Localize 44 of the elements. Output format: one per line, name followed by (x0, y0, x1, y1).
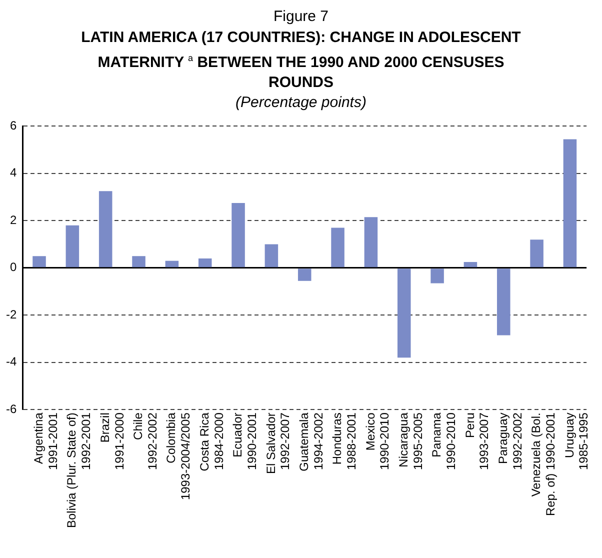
bar (66, 225, 80, 268)
x-tick-label: El Salvador 1992-2007 (264, 412, 292, 474)
bar (264, 244, 278, 268)
bar (298, 268, 312, 281)
bar (132, 256, 146, 268)
x-tick-label: Honduras 1988-2001 (330, 412, 358, 470)
x-tick-label: Bolivia (Plur. State of) 1992-2001 (64, 412, 94, 528)
x-tick-label: Brazil 1991-2000 (98, 412, 126, 470)
bar (430, 268, 444, 284)
bar (530, 240, 544, 268)
y-tick-label: -6 (6, 402, 17, 416)
bar (364, 217, 378, 268)
caption: Figure 7 (272, 8, 330, 26)
bar (32, 256, 46, 268)
x-tick-label: Guatemala 1994-2002 (296, 412, 326, 472)
y-tick-label: 6 (10, 118, 17, 133)
y-tick-label: -4 (6, 354, 17, 369)
bar (98, 191, 112, 268)
bar (397, 268, 411, 358)
x-tick-label: Uruguay 1985-1995 (562, 412, 591, 470)
bar (464, 262, 478, 268)
y-tick-label: 4 (10, 166, 17, 180)
x-tick-label: Paraguay 1992-2002 (496, 412, 524, 470)
chart-title: LATIN AMERICA (17 COUNTRIES): CHANGE IN ADOLESCENT MATERNITY $^{a}$ BETWEEN THE 1990 AND 2000 CENSUSES ROUNDS (80, 28, 522, 93)
x-tick-label: Peru 1993-2007 (462, 412, 492, 470)
bar (232, 202, 245, 268)
x-tick-label: Argentina 1991-2001 (32, 412, 60, 470)
bar (496, 268, 510, 336)
bar (165, 260, 179, 268)
x-tick-label: Ecuador 1990-2001 (230, 412, 259, 470)
x-tick-label: Venezuela (Bol. Rep. of) 1990-2001 (529, 412, 558, 516)
x-tick-label: Chile 1992-2002 (131, 412, 160, 470)
y-tick-label: -2 (6, 307, 17, 322)
bar (198, 258, 212, 268)
x-tick-label: Nicaragua 1995-2005 (396, 412, 425, 470)
bar (331, 228, 344, 268)
bar (563, 139, 577, 268)
x-tick-label: Costa Rica 1984-2000 (197, 412, 226, 472)
y-tick-label: 2 (10, 212, 17, 227)
x-tick-label: Panama 1990-2010 (430, 412, 458, 470)
chart-subtitle: (Percentage points) (234, 93, 368, 113)
y-tick-label: 0 (10, 260, 17, 274)
x-tick-label: Mexico 1990-2010 (363, 412, 392, 470)
x-tick-label: Colombia 1993-2004/2005 (164, 412, 193, 500)
